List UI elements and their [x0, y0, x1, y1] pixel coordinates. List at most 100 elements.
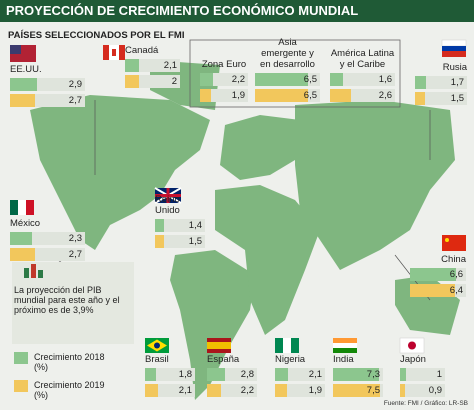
growth-bar — [125, 75, 139, 88]
value-label: 2,7 — [68, 95, 82, 106]
growth-bar — [255, 73, 308, 86]
country-name: China — [441, 254, 466, 265]
value-row: 7,3 — [333, 368, 383, 381]
value-row: 1,6 — [330, 73, 395, 86]
legend-item: Crecimiento 2018 (%) — [14, 352, 114, 372]
growth-bar — [255, 89, 308, 102]
source: Fuente: FMI / Gráfico: LR-SB — [383, 400, 468, 407]
value-label: 2,9 — [68, 79, 82, 90]
value-row: 6,4 — [410, 284, 466, 297]
value-row: 6,5 — [255, 89, 320, 102]
value-label: 1,6 — [378, 74, 392, 85]
country-name: India — [333, 354, 354, 365]
legend-label: Crecimiento 2019 (%) — [34, 380, 105, 400]
value-label: 0,9 — [428, 385, 442, 396]
value-row: 7,5 — [333, 384, 383, 397]
value-row: 2,1 — [275, 368, 325, 381]
value-label: 2,8 — [240, 369, 254, 380]
growth-bar — [10, 248, 36, 261]
value-row: 1 — [400, 368, 445, 381]
country-block: Nigeria 2,1 1,9 — [275, 354, 325, 397]
growth-bar — [207, 384, 221, 397]
growth-bar — [200, 73, 214, 86]
country-block: Rusia 1,7 1,5 — [415, 62, 467, 105]
country-name: Zona Euro — [201, 59, 247, 70]
country-block: India 7,3 7,5 — [333, 354, 383, 397]
growth-bar — [330, 89, 352, 102]
country-block: Zona Euro 2,2 1,9 — [200, 46, 248, 102]
growth-bar — [415, 76, 427, 89]
value-label: 2,2 — [240, 385, 254, 396]
value-label: 6,6 — [449, 269, 463, 280]
value-row: 2,1 — [145, 384, 195, 397]
country-name: Reino Unido — [155, 194, 180, 216]
value-label: 7,5 — [366, 385, 380, 396]
continents — [30, 60, 460, 400]
country-block: México 2,3 2,7 — [10, 218, 85, 261]
growth-bar — [400, 368, 406, 381]
growth-bar — [410, 268, 457, 281]
chart-icon — [24, 264, 43, 278]
legend-swatch — [14, 380, 28, 392]
value-label: 1,7 — [450, 77, 464, 88]
growth-bar — [155, 219, 164, 232]
value-row: 2,3 — [10, 232, 85, 245]
value-label: 1,9 — [231, 90, 245, 101]
country-name: España — [207, 354, 240, 365]
value-row: 2,2 — [207, 384, 257, 397]
value-label: 1,9 — [308, 385, 322, 396]
value-label: 6,5 — [303, 90, 317, 101]
region-box — [189, 39, 401, 108]
value-label: 1,8 — [178, 369, 192, 380]
country-block: España 2,8 2,2 — [207, 354, 257, 397]
value-row: 1,4 — [155, 219, 205, 232]
value-label: 2,3 — [68, 233, 82, 244]
growth-bar — [145, 368, 157, 381]
country-block: China 6,6 6,4 — [410, 254, 466, 297]
growth-bar — [145, 384, 159, 397]
legend-label: Crecimiento 2018 (%) — [34, 352, 105, 372]
country-name: Rusia — [442, 62, 467, 73]
growth-bar — [410, 284, 455, 297]
growth-bar — [10, 232, 32, 245]
legend-item: Crecimiento 2019 (%) — [14, 380, 114, 400]
growth-bar — [200, 89, 212, 102]
country-name: EE.UU. — [10, 64, 42, 75]
country-name: México — [10, 218, 41, 229]
value-row: 1,5 — [155, 235, 205, 248]
country-block: América Latina y el Caribe 1,6 2,6 — [330, 46, 395, 102]
value-row: 1,8 — [145, 368, 195, 381]
note: La proyección del PIB mundial para este … — [14, 285, 120, 315]
growth-bar — [207, 368, 225, 381]
value-label: 2,1 — [308, 369, 322, 380]
flags — [10, 39, 467, 354]
value-label: 2,7 — [68, 249, 82, 260]
value-label: 2 — [171, 76, 177, 87]
country-name: Brasil — [145, 354, 169, 365]
value-row: 6,5 — [255, 73, 320, 86]
value-row: 2,7 — [10, 94, 85, 107]
growth-bar — [10, 94, 36, 107]
value-row: 2,6 — [330, 89, 395, 102]
value-label: 1,5 — [188, 236, 202, 247]
country-block: Canadá 2,1 2 — [125, 45, 180, 88]
country-name: Nigeria — [275, 354, 306, 365]
value-label: 6,5 — [303, 74, 317, 85]
value-row: 2,9 — [10, 78, 85, 91]
value-row: 0,9 — [400, 384, 445, 397]
value-row: 2,2 — [200, 73, 248, 86]
country-block: Brasil 1,8 2,1 — [145, 354, 195, 397]
value-label: 1 — [436, 369, 442, 380]
legend-swatch — [14, 352, 28, 364]
value-label: 1,4 — [188, 220, 202, 231]
value-row: 2 — [125, 75, 180, 88]
country-block: Japón 1 0,9 — [400, 354, 445, 397]
value-label: 2,2 — [231, 74, 245, 85]
subtitle: PAÍSES SELECCIONADOS POR EL FMI — [8, 30, 185, 41]
country-block: Reino Unido 1,4 1,5 — [155, 194, 205, 248]
value-row: 2,7 — [10, 248, 85, 261]
title: PROYECCIÓN DE CRECIMIENTO ECONÓMICO MUND… — [0, 0, 474, 22]
growth-bar — [333, 368, 379, 381]
